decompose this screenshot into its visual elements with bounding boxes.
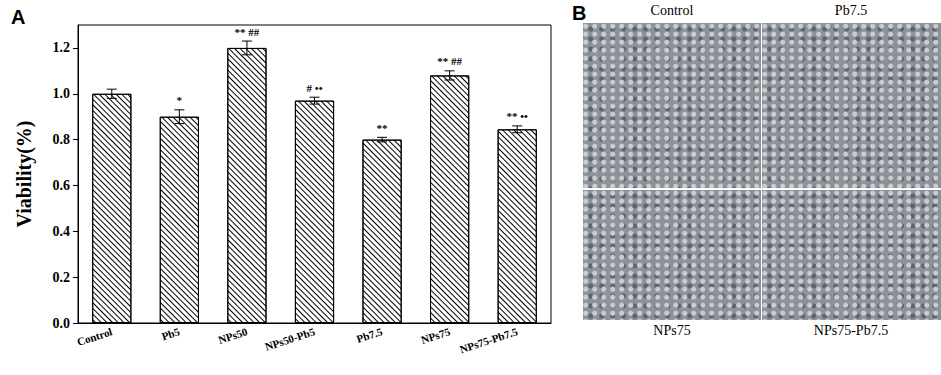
svg-text:1.0: 1.0 [53,86,71,101]
svg-text:0.0: 0.0 [53,316,71,331]
svg-text:NPs50: NPs50 [217,325,250,346]
html-text:NPs75-Pb7.5: NPs75-Pb7.5 [813,323,889,338]
svg-text:0.6: 0.6 [53,178,71,193]
html-text:NPs75: NPs75 [653,323,691,338]
svg-text:NPs75-Pb7.5: NPs75-Pb7.5 [458,325,519,355]
svg-text:** ##: ** ## [235,26,260,38]
svg-text:A: A [11,6,25,28]
svg-text:0.4: 0.4 [53,224,71,239]
svg-text:Pb5: Pb5 [160,325,182,342]
svg-text:0.2: 0.2 [53,270,71,285]
html-text:Pb7.5: Pb7.5 [834,3,868,18]
svg-text:0.8: 0.8 [53,132,71,147]
svg-text:*: * [177,94,183,106]
svg-text:Pb7.5: Pb7.5 [355,325,384,345]
svg-text:Control: Control [75,325,113,348]
svg-text:**: ** [377,122,389,134]
svg-text:NPs50-Pb5: NPs50-Pb5 [263,325,317,353]
svg-text:** ••: ** •• [506,110,528,122]
svg-text:** ##: ** ## [437,55,462,67]
html-text:Control: Control [650,3,694,18]
svg-text:1.2: 1.2 [53,40,71,55]
svg-text:NPs75: NPs75 [419,325,452,346]
svg-text:Viability(%): Viability(%) [13,120,36,227]
html-text:B: B [572,2,587,24]
svg-text:# ••: # •• [307,82,323,94]
